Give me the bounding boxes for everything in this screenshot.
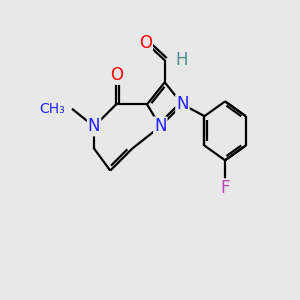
Text: O: O (110, 66, 123, 84)
Text: CH₃: CH₃ (39, 102, 64, 116)
Text: N: N (154, 117, 167, 135)
Text: N: N (176, 95, 189, 113)
Text: N: N (88, 117, 100, 135)
Text: F: F (220, 179, 230, 197)
Text: O: O (139, 34, 152, 52)
Text: H: H (175, 51, 188, 69)
